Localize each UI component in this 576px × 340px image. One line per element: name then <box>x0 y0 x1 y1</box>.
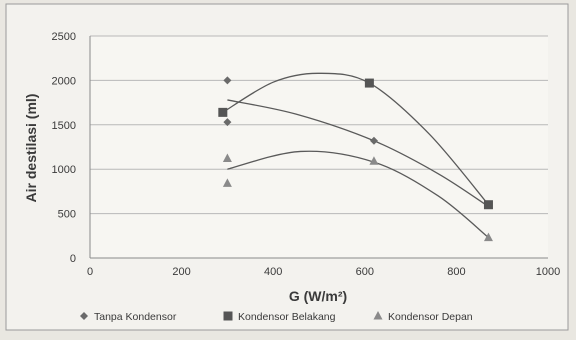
x-axis-label: G (W/m²) <box>289 288 347 304</box>
legend: Tanpa Kondensor Kondensor Belakang Kondens… <box>80 311 473 323</box>
x-tick-label-600: 600 <box>356 266 374 278</box>
y-tick-label-500: 500 <box>58 209 76 221</box>
x-tick-label-200: 200 <box>172 266 190 278</box>
labels-layer: Air destilasi (ml) G (W/m²) <box>23 94 347 304</box>
y-tick-label-1000: 1000 <box>52 164 76 176</box>
legend-marker-kondensor-belakang <box>223 311 233 321</box>
axes-layer: 0 500 1000 1500 2000 2500 0 200 400 600 800 1000 <box>52 31 561 278</box>
legend-marker-tanpa-kondensor <box>80 312 88 320</box>
y-axis-label: Air destilasi (ml) <box>23 94 39 203</box>
data-point-tanpa-kondensor-1 <box>223 118 232 127</box>
data-point-tanpa-kondensor-0 <box>223 76 232 85</box>
x-tick-label-400: 400 <box>264 266 282 278</box>
x-tick-label-0: 0 <box>87 266 93 278</box>
data-point-tanpa-kondensor-2 <box>369 136 378 145</box>
data-point-kondensor-depan-1 <box>222 178 232 187</box>
legend-label-kondensor-depan: Kondensor Depan <box>388 311 473 323</box>
legend-marker-kondensor-depan <box>373 311 383 320</box>
data-point-kondensor-depan-0 <box>222 153 232 163</box>
legend-label-tanpa-kondensor: Tanpa Kondensor <box>94 311 177 323</box>
y-tick-label-0: 0 <box>70 253 76 265</box>
grid-layer <box>90 35 548 259</box>
y-tick-label-1500: 1500 <box>52 120 76 132</box>
y-tick-label-2500: 2500 <box>52 31 76 43</box>
data-point-kondensor-depan-2 <box>369 156 379 165</box>
data-point-kondensor-belakang-1 <box>364 78 374 88</box>
data-point-kondensor-depan-3 <box>483 232 493 242</box>
legend-label-kondensor-belakang: Kondensor Belakang <box>238 311 336 323</box>
data-point-kondensor-belakang-2 <box>483 200 493 210</box>
y-tick-label-2000: 2000 <box>52 75 76 87</box>
x-tick-label-800: 800 <box>447 266 465 278</box>
x-tick-label-1000: 1000 <box>536 266 560 278</box>
data-point-kondensor-belakang-0 <box>218 107 228 117</box>
plot-area <box>90 36 548 258</box>
points-layer <box>218 76 493 242</box>
trendline-kondensor-belakang <box>222 72 489 206</box>
